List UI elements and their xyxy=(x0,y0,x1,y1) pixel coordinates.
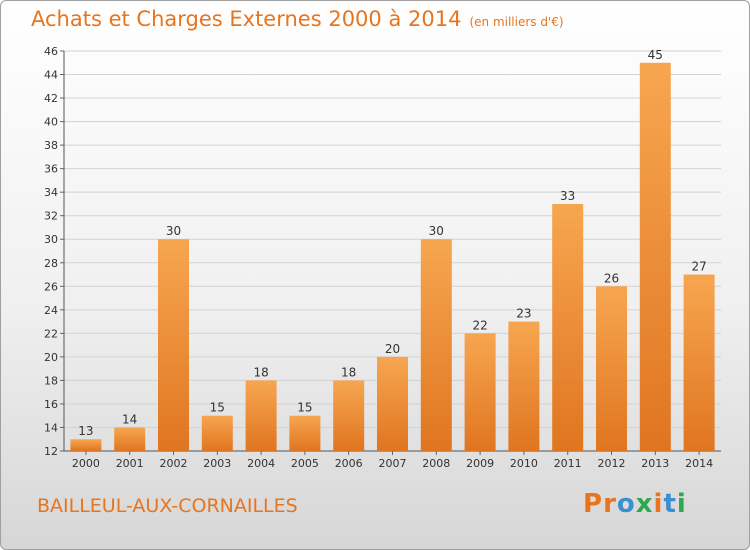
data-label: 23 xyxy=(516,307,531,321)
bar-2005 xyxy=(289,415,321,451)
x-tick-label: 2001 xyxy=(116,457,144,470)
x-tick-label: 2002 xyxy=(160,457,188,470)
data-label: 45 xyxy=(648,48,663,62)
data-label: 18 xyxy=(341,365,356,379)
y-tick-label: 18 xyxy=(44,374,58,387)
bar-2012 xyxy=(596,286,627,451)
bar-2011 xyxy=(552,203,584,451)
data-label: 33 xyxy=(560,189,575,203)
bar-2008 xyxy=(420,239,452,451)
data-label: 20 xyxy=(385,342,400,356)
chart-subtitle: (en milliers d'€) xyxy=(469,15,564,29)
bar-2014 xyxy=(683,274,715,451)
x-tick-label: 2014 xyxy=(685,457,713,470)
y-tick-label: 34 xyxy=(44,186,58,199)
x-tick-label: 2004 xyxy=(247,457,275,470)
y-tick-label: 46 xyxy=(44,45,58,58)
x-tick-label: 2000 xyxy=(72,457,100,470)
y-tick-label: 14 xyxy=(44,421,58,434)
y-tick-label: 30 xyxy=(44,233,58,246)
y-tick-label: 36 xyxy=(44,163,58,176)
chart-title: Achats et Charges Externes 2000 à 2014 (e… xyxy=(31,7,564,31)
x-tick-label: 2009 xyxy=(466,457,494,470)
bar-2009 xyxy=(464,333,496,451)
data-label: 22 xyxy=(472,318,487,332)
y-tick-label: 42 xyxy=(44,92,58,105)
data-label: 15 xyxy=(297,401,312,415)
bar-2002 xyxy=(158,239,189,451)
y-tick-label: 28 xyxy=(44,257,58,270)
bar-2010 xyxy=(508,321,540,451)
logo-letter: x xyxy=(635,489,654,519)
x-tick-label: 2007 xyxy=(379,457,407,470)
x-tick-label: 2005 xyxy=(291,457,319,470)
x-tick-label: 2013 xyxy=(641,457,669,470)
logo-letter: i xyxy=(653,489,664,519)
commune-name: BAILLEUL-AUX-CORNAILLES xyxy=(37,495,298,517)
bar-2006 xyxy=(333,380,365,451)
logo-letter: t xyxy=(663,489,677,519)
y-tick-label: 44 xyxy=(44,69,58,82)
y-tick-label: 12 xyxy=(44,445,58,458)
proxiti-logo: Proxiti xyxy=(583,489,687,519)
x-tick-label: 2006 xyxy=(335,457,363,470)
x-tick-label: 2012 xyxy=(598,457,626,470)
y-tick-label: 24 xyxy=(44,304,58,317)
data-label: 13 xyxy=(78,424,93,438)
y-tick-label: 40 xyxy=(44,116,58,129)
x-tick-label: 2008 xyxy=(422,457,450,470)
y-tick-label: 38 xyxy=(44,139,58,152)
x-tick-label: 2011 xyxy=(554,457,582,470)
x-tick-label: 2003 xyxy=(203,457,231,470)
x-tick-labels: 2000 2001 2002 2003 2004 2005 2006 2007 2008 2009… xyxy=(72,451,713,470)
y-tick-label: 16 xyxy=(44,398,58,411)
bar-2013 xyxy=(639,62,671,451)
y-tick-label: 22 xyxy=(44,327,58,340)
y-tick-label: 32 xyxy=(44,210,58,223)
y-tick-label: 26 xyxy=(44,280,58,293)
y-tick-label: 20 xyxy=(44,351,58,364)
chart-title-text: Achats et Charges Externes 2000 à 2014 xyxy=(31,7,462,31)
data-label: 30 xyxy=(429,224,444,238)
bars: 13 14 30 15 18 15 18 20 30 22 23 33 26 45 27 xyxy=(70,48,715,451)
bar-2003 xyxy=(201,415,233,451)
logo-letter: i xyxy=(676,489,687,519)
bar-2000 xyxy=(70,439,102,451)
bar-2007 xyxy=(377,356,408,451)
data-label: 14 xyxy=(122,412,137,426)
y-tick-labels: 12 14 16 18 20 22 24 26 28 30 32 34 36 38 40 42 44 46 xyxy=(44,45,58,458)
logo-letter: r xyxy=(603,489,617,519)
logo-letter: P xyxy=(583,489,604,519)
data-label: 27 xyxy=(691,260,706,274)
data-label: 18 xyxy=(253,365,268,379)
logo-letter: o xyxy=(616,489,636,519)
bar-2004 xyxy=(245,380,277,451)
bar-2001 xyxy=(114,427,146,451)
x-tick-label: 2010 xyxy=(510,457,538,470)
data-label: 26 xyxy=(604,271,619,285)
data-label: 30 xyxy=(166,224,181,238)
data-label: 15 xyxy=(210,401,225,415)
